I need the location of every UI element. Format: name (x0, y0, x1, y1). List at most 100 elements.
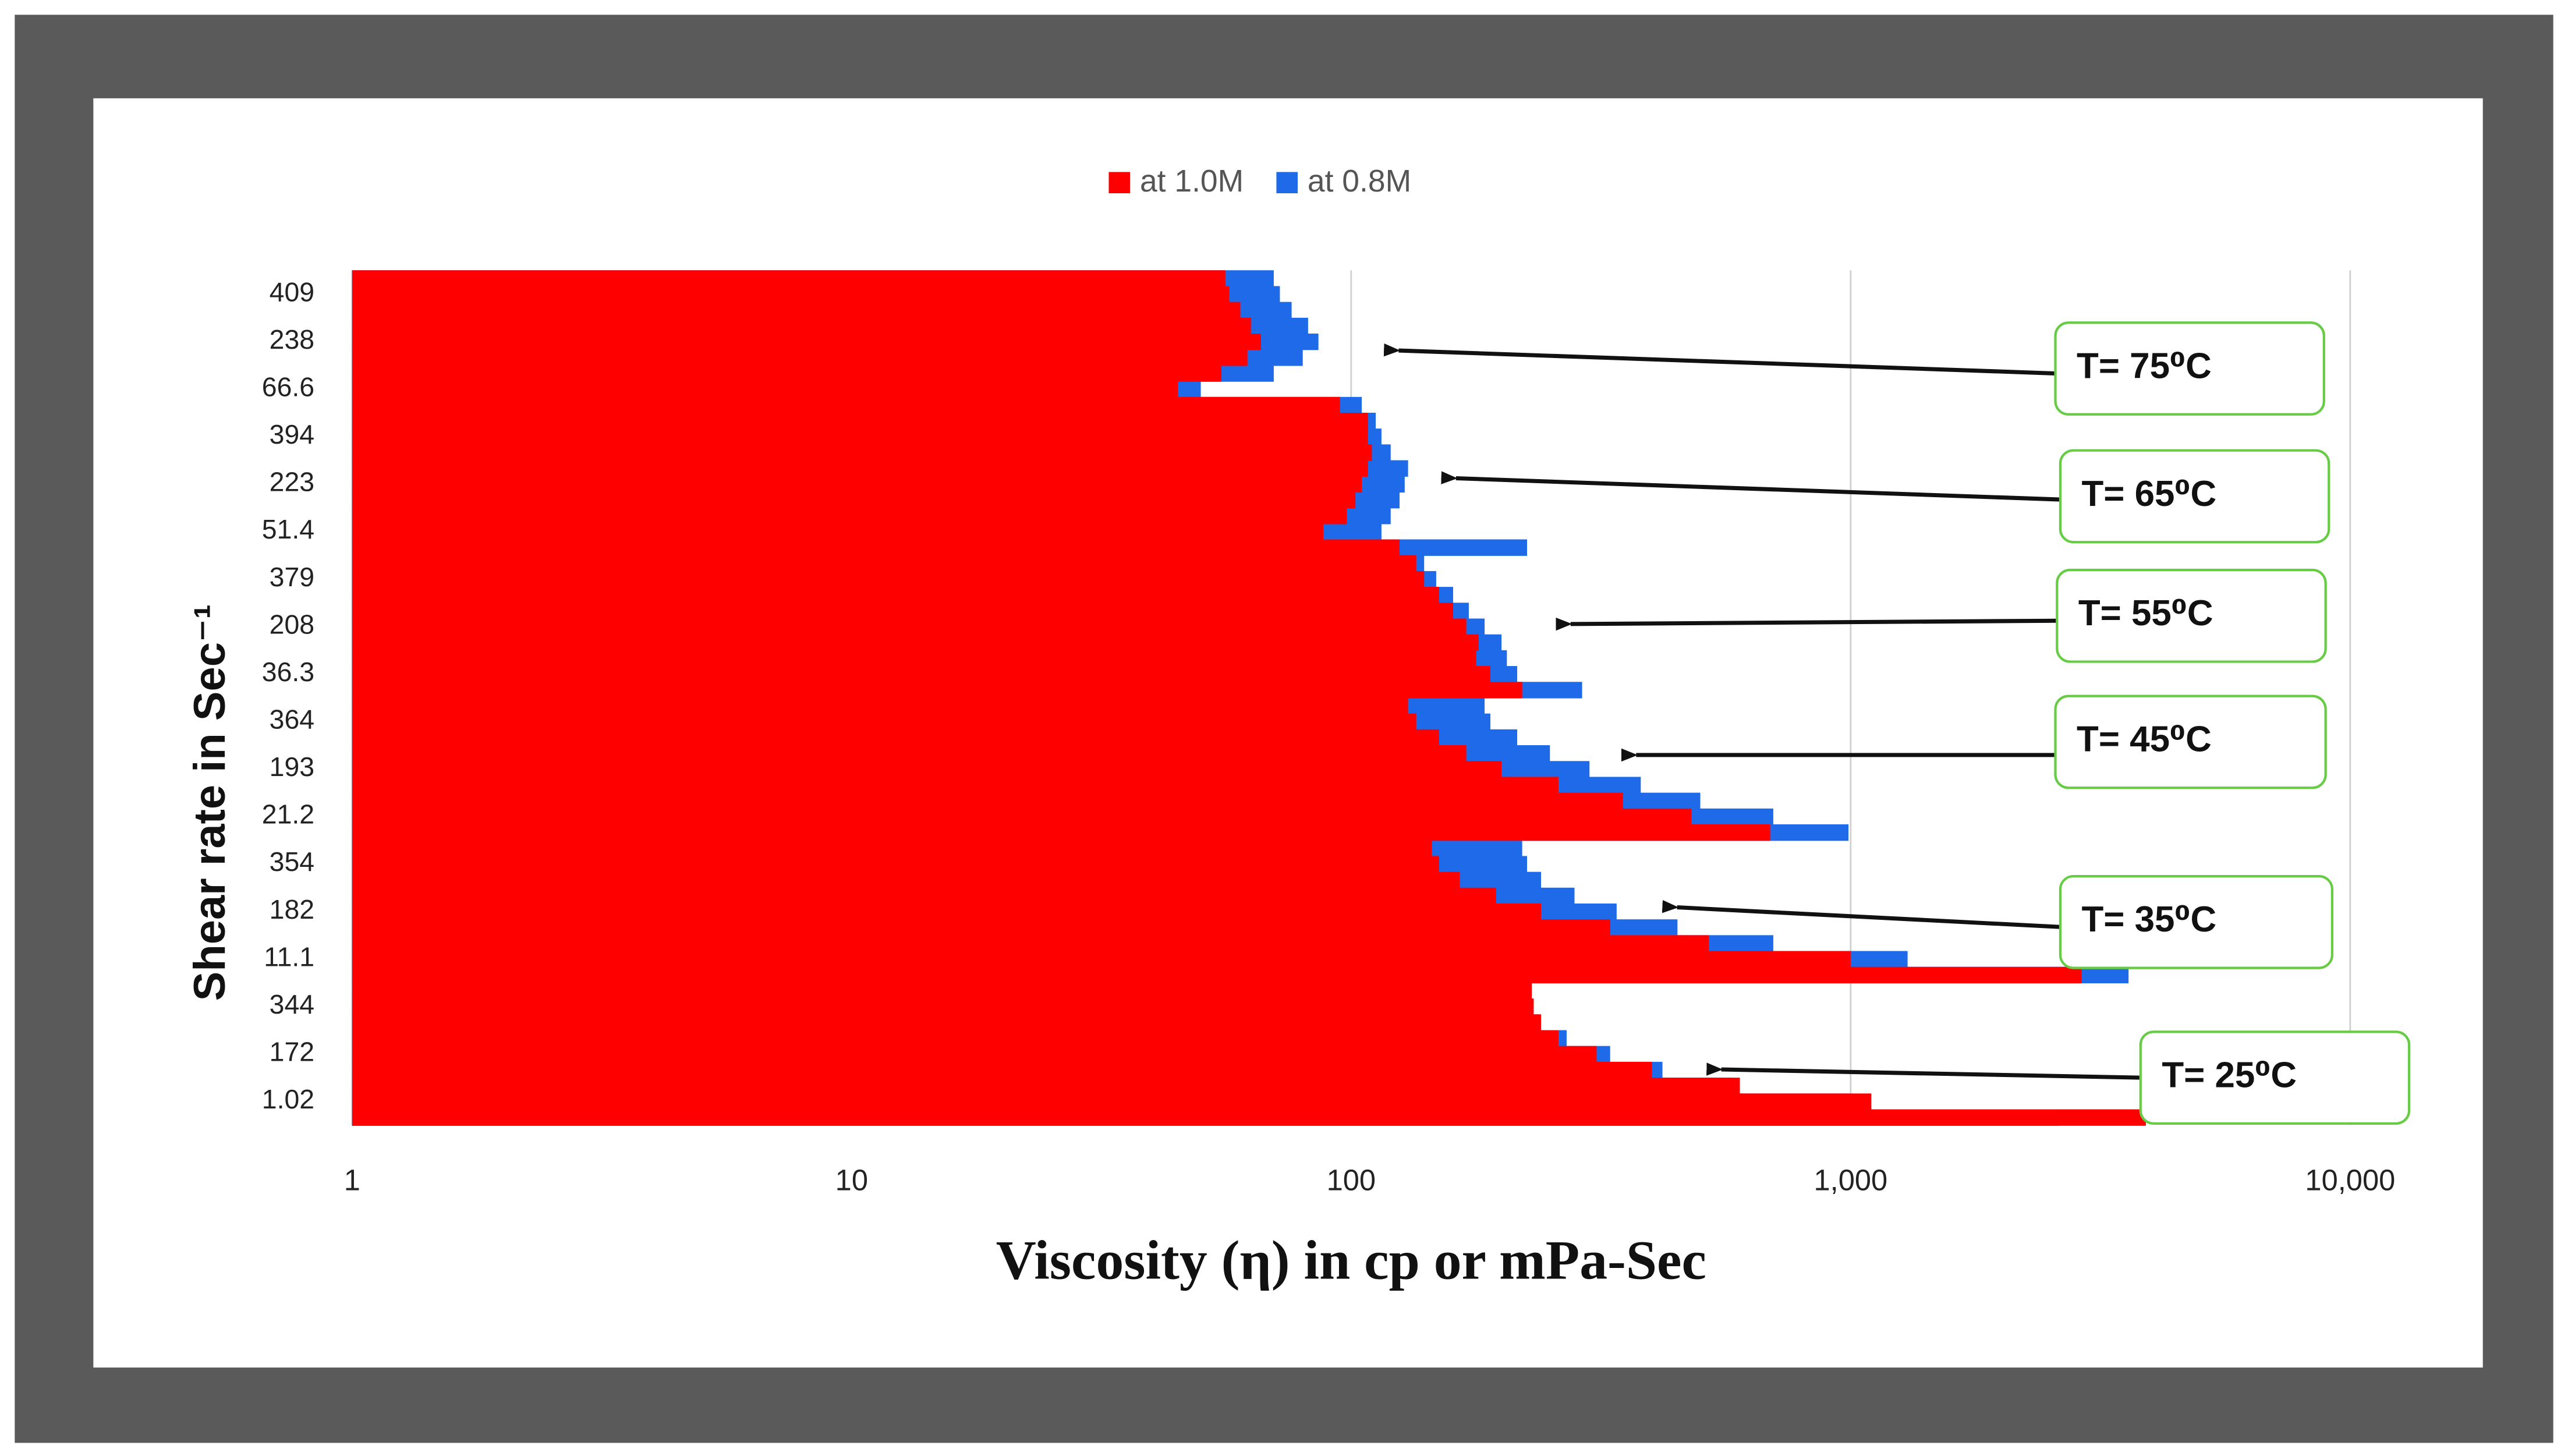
bar (352, 982, 1532, 1000)
legend-swatch (1108, 172, 1131, 194)
bar (352, 634, 1479, 651)
x-tick-label: 10,000 (2305, 1164, 2395, 1197)
y-tick-label: 36.3 (262, 657, 314, 687)
bar (352, 508, 1347, 525)
bar (352, 444, 1372, 461)
y-tick-label: 193 (270, 752, 314, 782)
bar (352, 603, 1453, 619)
bar (352, 1046, 1597, 1063)
x-tick-label: 1 (344, 1164, 360, 1197)
bar (352, 777, 1558, 793)
axes: 1 10 100 1,000 10,000 409 238 66.6 394 223 51.4 379… (262, 164, 2395, 1196)
x-tick-label: 1,000 (1814, 1164, 1888, 1197)
legend-label: at 0.8M (1308, 164, 1411, 199)
bar (352, 1014, 1542, 1031)
bar (352, 539, 1400, 556)
bar (352, 650, 1476, 667)
bar (352, 951, 1851, 968)
bar (352, 840, 1432, 857)
bar (352, 697, 1408, 714)
annotation-box (2139, 1030, 2411, 1125)
annotation-text: T= 45⁰C (2077, 720, 2212, 760)
bar (352, 334, 1262, 350)
bar (352, 792, 1623, 809)
y-tick-label: 208 (270, 609, 314, 639)
y-tick-label: 354 (270, 846, 314, 877)
annotation-text: T= 55⁰C (2078, 593, 2213, 633)
arrow (1706, 1062, 2141, 1080)
annotation-text: T= 75⁰C (2077, 346, 2212, 386)
bar (352, 745, 1467, 762)
y-tick-label: 394 (270, 419, 314, 449)
bar (352, 1109, 2146, 1126)
y-tick-label: 11.1 (264, 941, 314, 972)
bar (352, 935, 1709, 952)
bar (352, 1030, 1558, 1047)
y-tick-label: 21.2 (262, 799, 314, 830)
annotations: T= 75⁰C T= 65⁰C T= 55⁰C T= 45⁰C T= 35⁰C T= 25… (1383, 321, 2411, 1125)
annotation-box (2054, 321, 2325, 416)
bar (352, 1093, 1872, 1110)
annotation-text: T= 65⁰C (2081, 474, 2216, 514)
bar (352, 396, 1340, 414)
bar (352, 998, 1534, 1015)
bar (352, 1061, 1652, 1079)
bar (352, 966, 2082, 984)
bar (352, 349, 1248, 366)
x-axis-label: Viscosity (η) in cp or mPa-Sec (996, 1230, 1706, 1291)
y-axis-label: Shear rate in Sec⁻¹ (185, 604, 235, 1001)
bar (352, 872, 1460, 888)
arrow (1441, 471, 2061, 502)
bar (352, 523, 1324, 540)
y-tick-label: 182 (270, 894, 314, 924)
bar (352, 903, 1542, 920)
y-tick-label: 223 (270, 467, 314, 497)
bar (352, 302, 1241, 318)
y-tick-label: 238 (270, 324, 314, 355)
annotation-box (2054, 695, 2327, 789)
bar (352, 460, 1368, 477)
bar (352, 729, 1439, 746)
legend-label: at 1.0M (1140, 164, 1244, 199)
bar (352, 270, 1225, 287)
annotation-box (2056, 568, 2327, 663)
bars (352, 270, 2146, 1126)
bar (352, 887, 1496, 905)
bar (352, 491, 1356, 509)
y-tick-label: 172 (270, 1037, 314, 1067)
x-tick-label: 10 (835, 1164, 868, 1197)
arrow (1662, 900, 2061, 929)
bar (352, 713, 1416, 730)
y-tick-label: 379 (270, 562, 314, 592)
bar (352, 824, 1770, 841)
x-tick-label: 100 (1327, 1164, 1376, 1197)
bar (352, 412, 1368, 430)
legend-swatch (1276, 172, 1298, 194)
bar (352, 587, 1439, 604)
y-tick-label: 364 (270, 704, 314, 735)
bar (352, 286, 1230, 303)
bar (352, 381, 1178, 398)
bar (352, 808, 1692, 826)
y-tick-label: 344 (270, 989, 314, 1019)
bar (352, 761, 1502, 778)
y-tick-label: 409 (270, 277, 314, 307)
bar (352, 618, 1467, 635)
annotation-box (2059, 449, 2330, 544)
bar (352, 856, 1439, 873)
y-tick-label: 51.4 (262, 514, 314, 544)
bar (352, 365, 1222, 382)
bar (352, 571, 1425, 588)
bar (352, 476, 1362, 493)
bar (352, 682, 1522, 699)
bar (352, 1078, 1740, 1094)
annotation-text: T= 35⁰C (2081, 899, 2216, 940)
bar (352, 555, 1416, 572)
bar (352, 919, 1610, 936)
bar (352, 428, 1368, 445)
y-tick-label: 1.02 (262, 1084, 314, 1114)
arrow (1383, 343, 2056, 375)
annotation-text: T= 25⁰C (2162, 1055, 2297, 1095)
